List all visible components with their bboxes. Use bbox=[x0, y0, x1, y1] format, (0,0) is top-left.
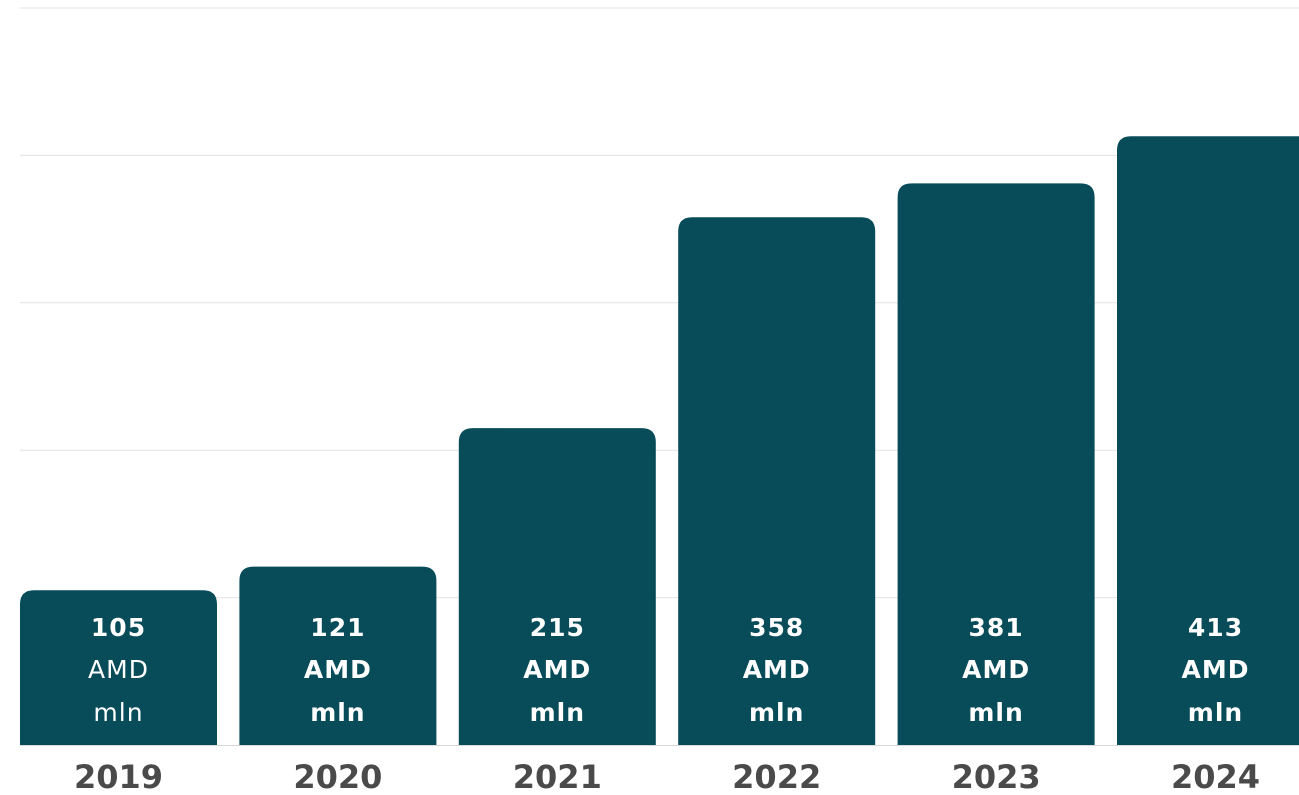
bar bbox=[1117, 136, 1299, 745]
grid-lines bbox=[20, 7, 1299, 599]
x-tick-label: 2023 bbox=[952, 758, 1041, 795]
x-tick-label: 2019 bbox=[74, 758, 163, 795]
bar bbox=[678, 217, 876, 746]
bar bbox=[897, 183, 1095, 745]
bar-value-label: 215 bbox=[530, 613, 585, 642]
bar-unit-label: mln bbox=[93, 698, 143, 727]
bar-value-label: 121 bbox=[310, 613, 365, 642]
bar bbox=[458, 428, 656, 745]
category-labels: 2019 2020 2021 2022 2023 2024 bbox=[74, 758, 1260, 795]
x-tick-label: 2024 bbox=[1171, 758, 1260, 795]
bar-unit-label: mln bbox=[749, 698, 804, 727]
bar-currency-label: AMD bbox=[88, 655, 149, 684]
bar-currency-label: AMD bbox=[962, 655, 1030, 684]
bar-value-label: 358 bbox=[749, 613, 804, 642]
bar-value-label: 381 bbox=[969, 613, 1024, 642]
bar bbox=[239, 566, 437, 745]
bar-unit-label: mln bbox=[310, 698, 365, 727]
bar-unit-label: mln bbox=[530, 698, 585, 727]
bar-value-label: 413 bbox=[1188, 613, 1243, 642]
bar-currency-label: AMD bbox=[523, 655, 591, 684]
bar-currency-label: AMD bbox=[304, 655, 372, 684]
bars: 105 AMD mln 121 AMD mln 215 AMD mln 358 AMD mln 381 A… bbox=[20, 136, 1299, 746]
bar-unit-label: mln bbox=[1188, 698, 1243, 727]
x-tick-label: 2021 bbox=[513, 758, 602, 795]
bar bbox=[20, 590, 217, 745]
bar-currency-label: AMD bbox=[1182, 655, 1250, 684]
bar-unit-label: mln bbox=[968, 698, 1023, 727]
bar-value-label: 105 bbox=[91, 613, 146, 642]
x-tick-label: 2020 bbox=[293, 758, 382, 795]
x-tick-label: 2022 bbox=[732, 758, 821, 795]
bar-currency-label: AMD bbox=[743, 655, 811, 684]
